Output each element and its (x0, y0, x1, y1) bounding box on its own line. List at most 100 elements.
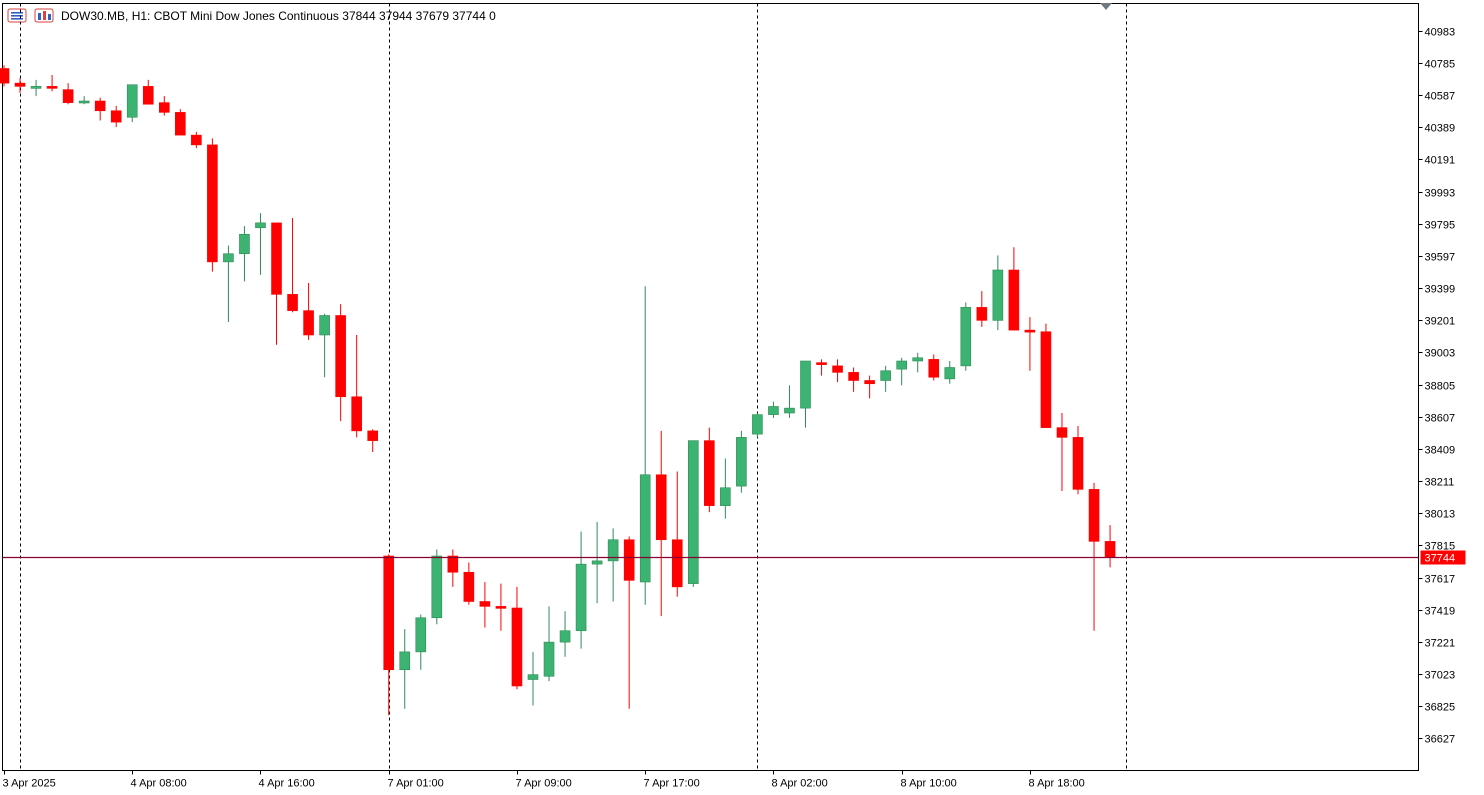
candle-body (94, 100, 106, 112)
candle-body (912, 357, 924, 362)
candle[interactable] (704, 427, 715, 513)
candle[interactable] (415, 614, 427, 670)
y-tick-label: 39597 (1425, 252, 1456, 264)
candle[interactable] (207, 138, 218, 272)
candle[interactable] (671, 471, 683, 597)
candle[interactable] (559, 611, 571, 657)
candle[interactable] (495, 583, 507, 631)
candle-body (495, 606, 507, 609)
candle[interactable] (367, 429, 378, 452)
candle[interactable] (720, 458, 731, 519)
candle[interactable] (46, 75, 58, 92)
candle-body (287, 294, 298, 311)
candle[interactable] (0, 65, 10, 87)
volume-value: 0 (489, 9, 496, 23)
candle-body (944, 367, 956, 380)
candle[interactable] (255, 213, 266, 275)
y-tick-label: 38805 (1425, 381, 1456, 393)
candle-body (1104, 541, 1116, 558)
candle[interactable] (655, 430, 667, 617)
chart-menu-icon[interactable] (7, 8, 27, 23)
candle[interactable] (960, 302, 972, 371)
day-separators (20, 3, 1127, 771)
candle[interactable] (126, 84, 138, 123)
candle[interactable] (239, 226, 250, 282)
candle[interactable] (607, 528, 619, 602)
candle[interactable] (992, 255, 1004, 331)
candle[interactable] (1024, 317, 1036, 371)
plot-area[interactable] (2, 3, 1419, 771)
candle[interactable] (976, 291, 988, 327)
current-price-tag (1420, 550, 1466, 565)
candle[interactable] (191, 131, 202, 149)
y-tick-label: 39003 (1425, 348, 1456, 360)
candle[interactable] (575, 531, 587, 649)
candle[interactable] (351, 335, 362, 438)
candle[interactable] (511, 586, 523, 690)
candle[interactable] (896, 357, 907, 386)
candle[interactable] (639, 286, 651, 605)
candle[interactable] (832, 359, 843, 383)
candle[interactable] (30, 79, 42, 97)
candle[interactable] (1040, 323, 1052, 428)
candle-body (463, 571, 475, 602)
candle[interactable] (175, 109, 186, 136)
candle[interactable] (142, 79, 154, 105)
candle[interactable] (944, 361, 956, 384)
candle[interactable] (78, 96, 90, 105)
candle[interactable] (816, 359, 827, 376)
candle-body (110, 110, 122, 123)
candle[interactable] (271, 222, 282, 345)
candle[interactable] (784, 385, 795, 418)
x-tick-label: 8 Apr 10:00 (901, 778, 957, 790)
candle[interactable] (447, 549, 459, 587)
candle-body (1072, 437, 1084, 490)
candle[interactable] (527, 651, 539, 706)
candle[interactable] (1008, 247, 1020, 331)
candle[interactable] (94, 97, 106, 121)
candle[interactable] (1072, 426, 1084, 495)
candle[interactable] (800, 360, 811, 428)
candle[interactable] (864, 375, 875, 399)
instrument-description: CBOT Mini Dow Jones Continuous (154, 9, 339, 23)
candle[interactable] (880, 365, 891, 392)
chart-type-icon[interactable] (34, 8, 54, 23)
candle-body (639, 474, 651, 583)
candle[interactable] (159, 96, 170, 116)
candle[interactable] (223, 245, 234, 322)
candle[interactable] (1056, 413, 1068, 491)
candle[interactable] (62, 83, 74, 105)
y-tick-label: 39993 (1425, 188, 1456, 200)
candle[interactable] (383, 554, 395, 716)
candle[interactable] (287, 218, 298, 313)
candle-body (351, 396, 362, 432)
candle[interactable] (110, 105, 122, 127)
candle[interactable] (303, 283, 314, 340)
candle[interactable] (1088, 482, 1100, 631)
candle[interactable] (335, 304, 346, 422)
candle[interactable] (928, 354, 940, 381)
candle[interactable] (736, 430, 747, 493)
time-axis[interactable]: 3 Apr 2025 4 Apr 08:00 4 Apr 16:00 7 Apr 01… (3, 770, 1085, 790)
candle[interactable] (768, 401, 779, 418)
candle[interactable] (399, 629, 411, 709)
candle[interactable] (752, 413, 763, 438)
candle[interactable] (14, 78, 26, 93)
candle[interactable] (463, 562, 475, 605)
candle[interactable] (848, 367, 859, 392)
x-tick-label: 7 Apr 09:00 (516, 778, 572, 790)
price-axis[interactable]: 40983 40785 40587 40389 40191 39993 39795 39597… (1418, 27, 1456, 746)
y-tick-label: 37815 (1425, 541, 1456, 553)
candle[interactable] (431, 549, 443, 625)
candle[interactable] (623, 536, 635, 709)
candle-body (383, 555, 395, 671)
candle[interactable] (591, 521, 603, 604)
candle[interactable] (479, 582, 491, 628)
candle[interactable] (687, 440, 699, 587)
candle[interactable] (543, 606, 555, 682)
candle[interactable] (912, 352, 924, 373)
candle-body (992, 269, 1004, 321)
shift-marker-icon[interactable] (1100, 3, 1112, 10)
candle[interactable] (319, 313, 330, 378)
